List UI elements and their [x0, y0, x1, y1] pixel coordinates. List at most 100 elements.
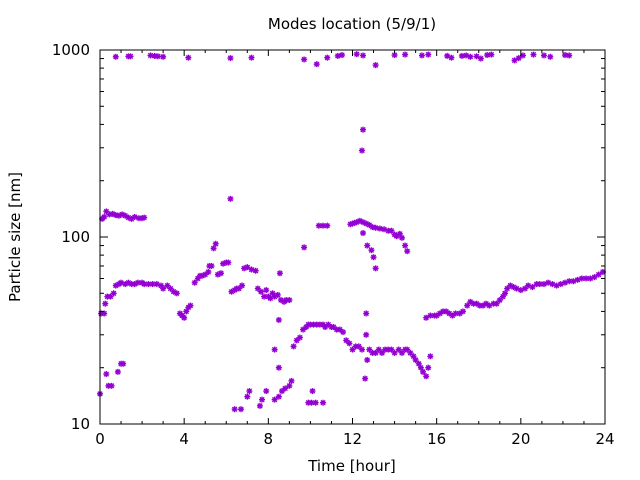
data-point	[248, 54, 255, 61]
data-point	[467, 53, 474, 60]
data-point	[362, 375, 369, 382]
data-point	[504, 285, 511, 292]
data-point	[372, 224, 379, 231]
data-point	[114, 368, 121, 375]
x-tick-label: 16	[427, 430, 446, 448]
data-point	[427, 312, 434, 319]
data-point	[225, 259, 232, 266]
data-point	[398, 234, 405, 241]
data-point	[364, 356, 371, 363]
data-point	[338, 52, 345, 59]
data-point	[502, 290, 509, 297]
data-point	[364, 242, 371, 249]
data-point	[103, 371, 110, 378]
data-point	[107, 293, 114, 300]
data-point	[286, 297, 293, 304]
data-point	[252, 267, 259, 274]
data-point	[418, 52, 425, 59]
data-point	[108, 382, 115, 389]
data-point	[334, 52, 341, 59]
chart-title: Modes location (5/9/1)	[268, 15, 436, 33]
data-point	[477, 55, 484, 62]
y-tick-label: 10	[71, 415, 90, 433]
data-point	[484, 52, 491, 59]
data-point	[301, 244, 308, 251]
x-tick-label: 4	[179, 430, 189, 448]
data-point	[212, 240, 219, 247]
data-point	[208, 262, 215, 269]
data-point	[263, 388, 270, 395]
y-tick-label: 100	[61, 228, 90, 246]
data-point	[402, 51, 409, 58]
data-point	[376, 225, 383, 232]
data-point	[452, 310, 459, 317]
data-point	[540, 52, 547, 59]
data-point	[263, 287, 270, 294]
data-point	[256, 402, 263, 409]
x-tick-label: 20	[511, 430, 530, 448]
data-point	[363, 310, 370, 317]
data-point	[515, 55, 522, 62]
data-point	[244, 393, 251, 400]
data-point	[496, 297, 503, 304]
data-point	[425, 51, 432, 58]
data-point	[459, 308, 466, 315]
data-point	[313, 61, 320, 68]
data-point	[154, 53, 161, 60]
data-point	[275, 393, 282, 400]
data-point	[312, 399, 319, 406]
data-point	[275, 364, 282, 371]
x-tick-label: 12	[343, 430, 362, 448]
data-point	[141, 214, 148, 221]
x-tick-label: 8	[264, 430, 274, 448]
data-point	[372, 265, 379, 272]
data-point	[309, 388, 316, 395]
data-point	[404, 248, 411, 255]
x-axis-label: Time [hour]	[307, 457, 396, 475]
data-point	[101, 213, 108, 220]
data-point	[239, 282, 246, 289]
data-point	[591, 274, 598, 281]
y-tick-label: 1000	[52, 41, 90, 59]
data-point	[583, 275, 590, 282]
data-point	[353, 51, 360, 58]
data-point	[360, 52, 367, 59]
data-point	[246, 388, 253, 395]
data-point	[488, 51, 495, 58]
data-point	[372, 62, 379, 69]
data-point	[425, 364, 432, 371]
data-point	[173, 290, 180, 297]
data-point	[448, 54, 455, 61]
data-point	[324, 222, 331, 229]
data-point	[324, 54, 331, 61]
data-point	[360, 126, 367, 133]
data-point	[547, 53, 554, 60]
data-point	[343, 337, 350, 344]
data-point	[167, 285, 174, 292]
data-point	[112, 53, 119, 60]
data-point	[274, 291, 281, 298]
data-point	[271, 346, 278, 353]
data-point	[231, 406, 238, 413]
data-point	[288, 377, 295, 384]
data-point	[187, 302, 194, 309]
data-point	[110, 290, 117, 297]
data-point	[473, 53, 480, 60]
data-point	[227, 55, 234, 62]
data-point	[227, 195, 234, 202]
data-point	[595, 271, 602, 278]
data-point	[511, 57, 518, 64]
data-point	[120, 360, 127, 367]
data-point	[275, 316, 282, 323]
y-axis-label: Particle size [nm]	[6, 172, 24, 302]
data-point	[205, 268, 212, 275]
plot-marks	[97, 51, 606, 413]
x-axis: 0 4 8 12 16 20 24	[95, 50, 615, 448]
data-point	[290, 343, 297, 350]
data-point	[191, 279, 198, 286]
data-point	[349, 346, 356, 353]
data-point	[296, 334, 303, 341]
data-point	[127, 53, 134, 60]
data-point	[419, 368, 426, 375]
